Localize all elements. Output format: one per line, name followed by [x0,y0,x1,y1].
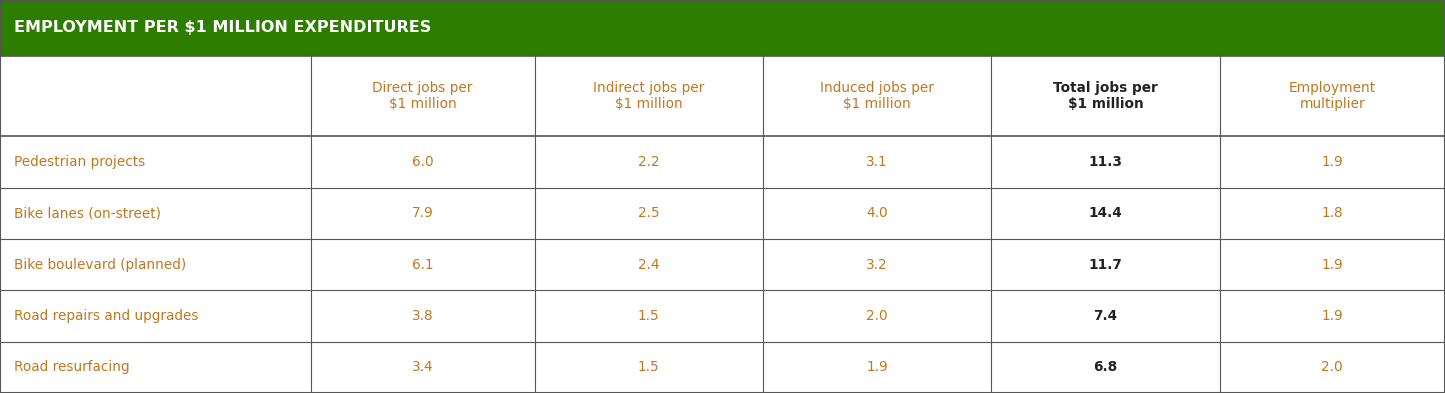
Text: 6.1: 6.1 [412,258,434,272]
Text: Bike lanes (on-street): Bike lanes (on-street) [14,206,162,220]
Text: 1.5: 1.5 [637,360,660,375]
Text: 14.4: 14.4 [1088,206,1123,220]
Text: 1.8: 1.8 [1322,206,1342,220]
Text: 1.5: 1.5 [637,309,660,323]
Text: Induced jobs per
$1 million: Induced jobs per $1 million [821,81,933,111]
Text: Road resurfacing: Road resurfacing [14,360,130,375]
Text: Employment
multiplier: Employment multiplier [1289,81,1376,111]
Text: 7.4: 7.4 [1094,309,1117,323]
Text: 2.5: 2.5 [637,206,660,220]
Text: Direct jobs per
$1 million: Direct jobs per $1 million [373,81,473,111]
Text: 3.1: 3.1 [867,155,887,169]
Text: 3.2: 3.2 [867,258,887,272]
Text: 3.4: 3.4 [412,360,434,375]
Text: Road repairs and upgrades: Road repairs and upgrades [14,309,199,323]
Text: Total jobs per
$1 million: Total jobs per $1 million [1053,81,1157,111]
Text: Pedestrian projects: Pedestrian projects [14,155,146,169]
Text: EMPLOYMENT PER $1 MILLION EXPENDITURES: EMPLOYMENT PER $1 MILLION EXPENDITURES [14,20,432,35]
Text: 7.9: 7.9 [412,206,434,220]
Text: 4.0: 4.0 [867,206,887,220]
Text: 6.0: 6.0 [412,155,434,169]
Text: 1.9: 1.9 [1321,155,1344,169]
Text: Bike boulevard (planned): Bike boulevard (planned) [14,258,186,272]
Bar [0,0,1445,56]
Text: 2.2: 2.2 [639,155,659,169]
Text: 3.8: 3.8 [412,309,434,323]
Text: 6.8: 6.8 [1094,360,1117,375]
Text: 2.4: 2.4 [639,258,659,272]
Text: 2.0: 2.0 [867,309,887,323]
Text: 11.7: 11.7 [1088,258,1123,272]
Text: 1.9: 1.9 [1321,309,1344,323]
Text: Indirect jobs per
$1 million: Indirect jobs per $1 million [594,81,704,111]
Text: 11.3: 11.3 [1088,155,1123,169]
Text: 1.9: 1.9 [866,360,889,375]
Text: 1.9: 1.9 [1321,258,1344,272]
Text: 2.0: 2.0 [1322,360,1342,375]
